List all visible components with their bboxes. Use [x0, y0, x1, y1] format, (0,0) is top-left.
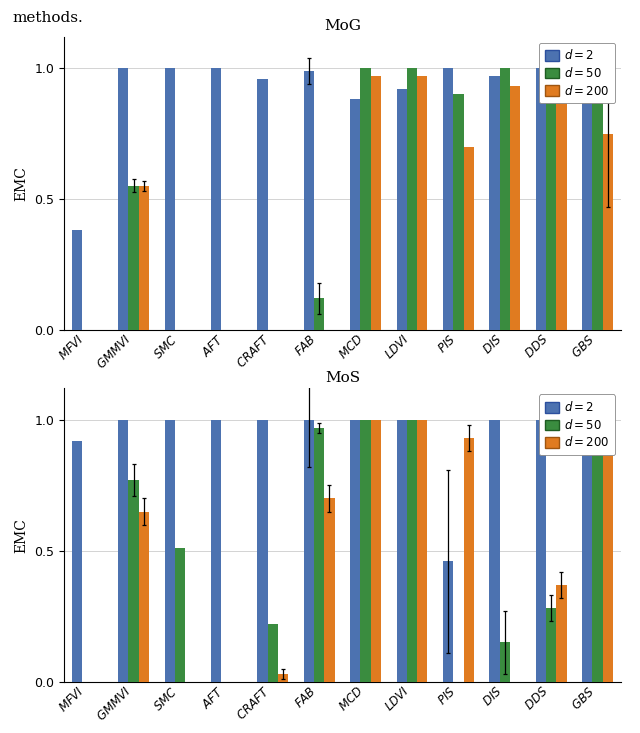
Bar [371, 420, 381, 682]
Bar [304, 70, 314, 330]
Bar [397, 89, 407, 330]
Bar [463, 147, 474, 330]
Bar [211, 420, 221, 682]
Bar [360, 420, 371, 682]
Bar [407, 420, 417, 682]
Bar [350, 420, 360, 682]
Bar [371, 76, 381, 330]
Bar [417, 76, 428, 330]
Bar [443, 561, 453, 682]
Legend: $d = 2$, $d = 50$, $d = 200$: $d = 2$, $d = 50$, $d = 200$ [539, 43, 615, 103]
Y-axis label: EMC: EMC [15, 517, 29, 553]
Bar [407, 68, 417, 330]
Bar [278, 674, 288, 682]
Bar [490, 420, 500, 682]
Bar [582, 420, 593, 682]
Bar [257, 420, 268, 682]
Bar [417, 420, 428, 682]
Bar [397, 420, 407, 682]
Bar [556, 89, 566, 330]
Bar [443, 68, 453, 330]
Bar [314, 428, 324, 682]
Bar [139, 186, 149, 330]
Bar [118, 68, 129, 330]
Y-axis label: EMC: EMC [15, 166, 29, 201]
Bar [257, 78, 268, 330]
Title: MoS: MoS [325, 371, 360, 385]
Bar [582, 89, 593, 330]
Title: MoG: MoG [324, 19, 361, 33]
Bar [314, 298, 324, 330]
Bar [603, 425, 613, 682]
Bar [324, 498, 335, 682]
Bar [72, 441, 82, 682]
Bar [350, 100, 360, 330]
Bar [490, 76, 500, 330]
Bar [593, 420, 603, 682]
Bar [556, 585, 566, 682]
Bar [463, 438, 474, 682]
Bar [500, 68, 510, 330]
Bar [360, 68, 371, 330]
Bar [536, 420, 546, 682]
Bar [164, 68, 175, 330]
Bar [118, 420, 129, 682]
Bar [510, 86, 520, 330]
Bar [175, 548, 185, 682]
Bar [211, 68, 221, 330]
Text: methods.: methods. [13, 11, 84, 25]
Bar [139, 512, 149, 682]
Bar [453, 95, 463, 330]
Bar [536, 68, 546, 330]
Bar [72, 230, 82, 330]
Bar [304, 420, 314, 682]
Bar [500, 642, 510, 682]
Bar [593, 68, 603, 330]
Bar [546, 608, 556, 682]
Bar [129, 186, 139, 330]
Bar [603, 133, 613, 330]
Bar [164, 420, 175, 682]
Bar [268, 624, 278, 682]
Bar [546, 76, 556, 330]
Bar [129, 480, 139, 682]
Legend: $d = 2$, $d = 50$, $d = 200$: $d = 2$, $d = 50$, $d = 200$ [539, 394, 615, 455]
